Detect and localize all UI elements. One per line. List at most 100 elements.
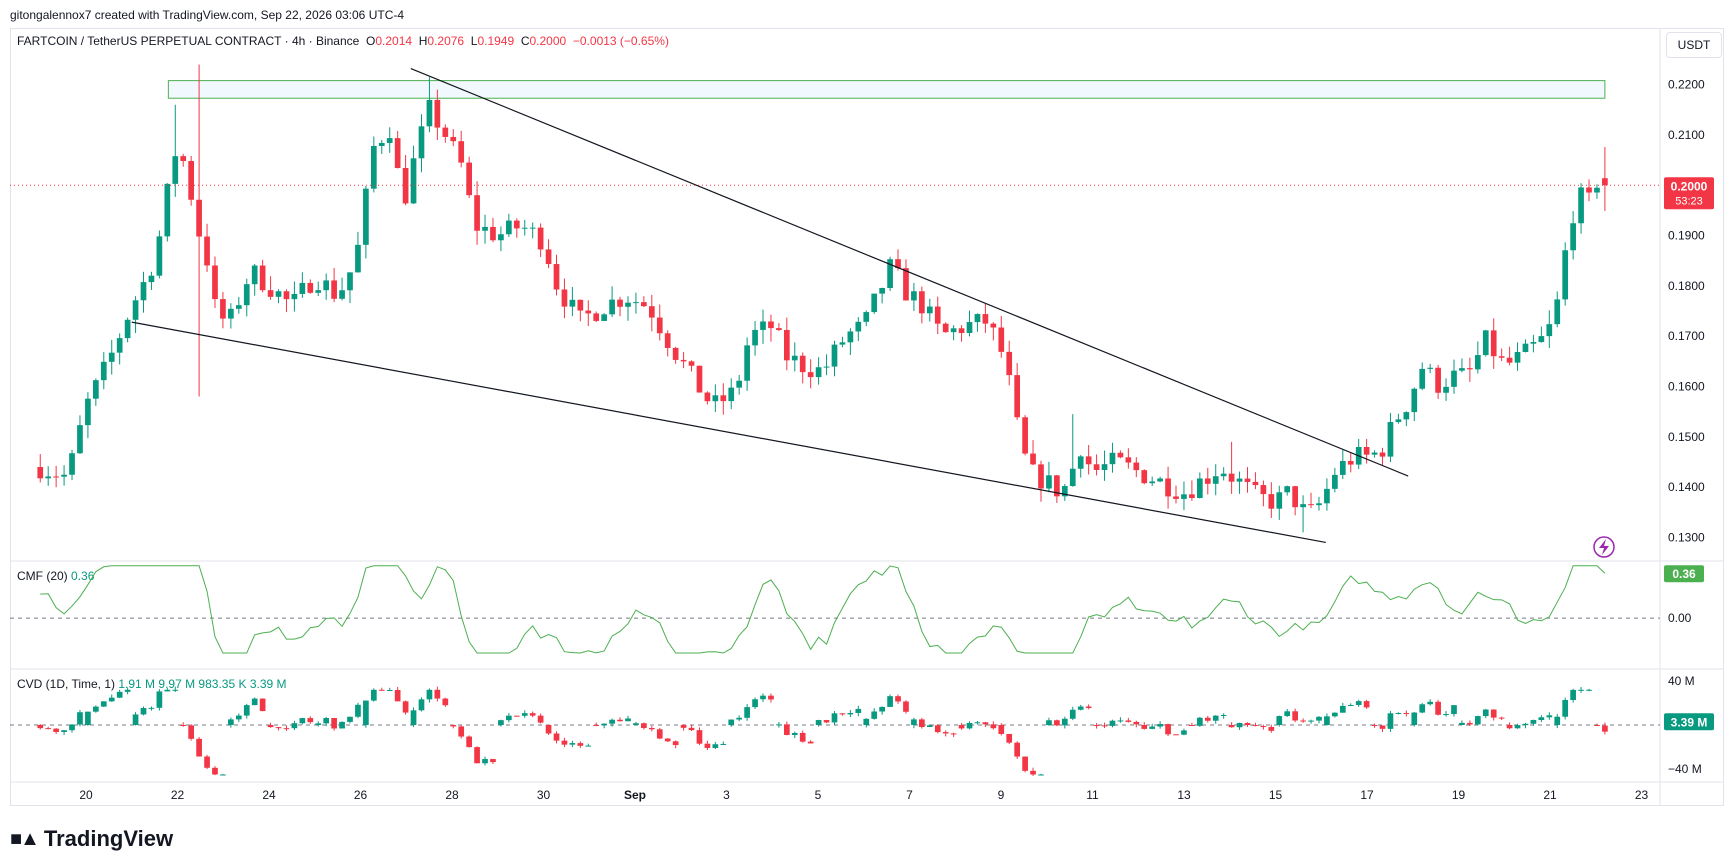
- cvd-body: [363, 700, 369, 725]
- candle-body: [625, 302, 631, 307]
- candle-body: [1133, 462, 1140, 471]
- brand-name: TradingView: [43, 826, 174, 851]
- cvd-body: [1411, 712, 1418, 725]
- candle-body: [442, 127, 449, 137]
- cvd-body: [1046, 720, 1052, 725]
- cvd-body: [903, 701, 909, 712]
- cvd-body: [1371, 725, 1378, 726]
- candle-body: [1292, 486, 1298, 508]
- cvd-body: [1022, 756, 1028, 771]
- candle-body: [1149, 481, 1156, 484]
- cvd-body: [1093, 725, 1100, 726]
- trendline-upper: [410, 67, 1409, 477]
- candle-body: [426, 99, 433, 127]
- cvd-body: [1586, 689, 1592, 691]
- cvd-body: [378, 689, 385, 691]
- cvd-body: [744, 707, 750, 718]
- candle-body: [712, 395, 719, 402]
- candle-body: [140, 282, 147, 301]
- cvd-body: [1133, 721, 1140, 725]
- candle-body: [720, 395, 727, 402]
- cvd-body: [831, 713, 838, 723]
- candle-body: [895, 259, 901, 269]
- cvd-body: [1204, 717, 1211, 721]
- cvd-body: [664, 738, 671, 742]
- time-tick-label: 26: [354, 788, 368, 802]
- candle-body: [1252, 481, 1259, 486]
- cvd-body: [513, 715, 520, 717]
- cvd-body: [1546, 715, 1553, 718]
- cvd-body: [1228, 725, 1235, 728]
- cvd-body: [1514, 725, 1521, 729]
- close-value: 0.2000: [529, 34, 567, 48]
- cvd-body: [85, 711, 91, 725]
- cvd-body: [196, 738, 202, 757]
- candle-body: [688, 361, 695, 366]
- candle-body: [521, 227, 528, 229]
- cvd-body: [863, 718, 870, 725]
- candle-body: [394, 138, 401, 169]
- cvd-body: [1141, 725, 1148, 729]
- candle-body: [1101, 464, 1108, 470]
- candle-body: [116, 338, 123, 353]
- cvd-body: [77, 712, 83, 725]
- candle-body: [1204, 478, 1211, 484]
- cvd-body: [132, 714, 139, 725]
- candle-body: [1339, 460, 1346, 475]
- candle-body: [148, 275, 155, 283]
- candle-body: [537, 227, 544, 250]
- cvd-body: [934, 725, 941, 733]
- cvd-body: [474, 747, 480, 764]
- cvd-body: [895, 696, 901, 702]
- price-tick-label: 0.1900: [1668, 229, 1705, 243]
- cvd-body: [768, 695, 774, 700]
- cvd-body: [1125, 720, 1132, 722]
- candle-body: [911, 291, 917, 301]
- cvd-body: [1157, 724, 1163, 727]
- cvd-body: [760, 695, 766, 700]
- candle-body: [212, 265, 218, 300]
- time-tick-label: 24: [262, 788, 276, 802]
- cvd-body: [53, 728, 59, 733]
- cvd-body: [1443, 714, 1449, 716]
- candle-body: [1586, 187, 1592, 193]
- cvd-body: [498, 720, 504, 725]
- cvd-body: [1316, 716, 1322, 721]
- cvd-body: [124, 689, 131, 692]
- cmf-legend: CMF (20) 0.36: [17, 569, 94, 583]
- cvd-body: [672, 741, 679, 746]
- cvd-body: [704, 743, 711, 748]
- candle-body: [696, 365, 703, 393]
- cvd-body: [1395, 712, 1402, 714]
- candle-body: [506, 220, 512, 235]
- candle-body: [124, 319, 131, 339]
- candle-body: [402, 168, 409, 204]
- time-tick-label: 5: [815, 788, 822, 802]
- price-tick-label: 0.1700: [1668, 329, 1705, 343]
- currency-button[interactable]: USDT: [1666, 32, 1722, 58]
- candle-body: [69, 453, 75, 475]
- candle-body: [926, 306, 933, 314]
- cvd-body: [601, 723, 608, 726]
- candle-body: [1443, 386, 1449, 393]
- candle-body: [903, 268, 909, 301]
- cvd-body: [482, 759, 488, 764]
- candle-body: [61, 474, 67, 477]
- candle-body: [1482, 330, 1489, 356]
- candle-body: [529, 227, 536, 229]
- time-axis: 20 22 24 26 28 30 Sep 3 5 7 9 11 13 15 17 19 21 23: [79, 788, 1648, 802]
- candle-body: [37, 466, 44, 479]
- candle-body: [641, 302, 647, 307]
- candle-body: [553, 264, 560, 290]
- cvd-body: [69, 724, 75, 731]
- cvd-body: [1173, 734, 1179, 736]
- cvd-body: [1594, 725, 1600, 726]
- candle-body: [307, 282, 314, 293]
- cvd-body: [1332, 712, 1338, 717]
- cmf-indicator: [10, 565, 1660, 654]
- candle-body: [569, 299, 576, 307]
- cvd-body: [291, 723, 298, 729]
- value-tags: 0.2000 53:23 0.36 3.39 M: [10, 177, 1714, 731]
- lightning-icon[interactable]: [1593, 536, 1615, 558]
